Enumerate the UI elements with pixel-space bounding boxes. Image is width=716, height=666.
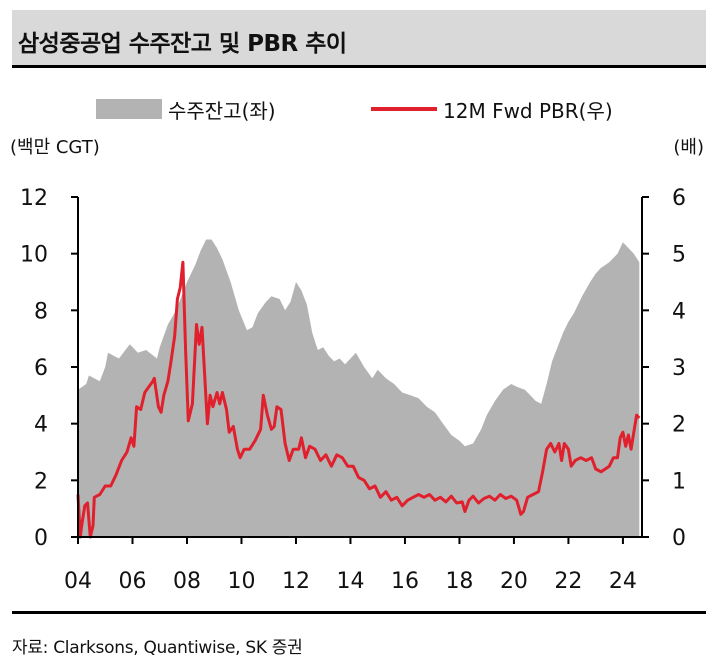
right-tick-label: 1: [672, 469, 686, 494]
legend: 수주잔고(좌) 12M Fwd PBR(우): [0, 94, 716, 124]
x-tick-label: 08: [173, 569, 201, 594]
x-tick-label: 24: [609, 569, 637, 594]
bottom-rule: [12, 611, 706, 614]
x-tick-label: 06: [118, 569, 146, 594]
right-tick-label: 5: [672, 243, 686, 268]
title-bar: 삼성중공업 수주잔고 및 PBR 추이: [12, 10, 706, 68]
source-note: 자료: Clarksons, Quantiwise, SK 증권: [12, 638, 303, 658]
left-tick-label: 2: [34, 469, 48, 494]
right-tick-label: 6: [672, 186, 686, 211]
x-tick-label: 12: [282, 569, 310, 594]
legend-swatch-area: [96, 99, 162, 119]
right-tick-label: 0: [672, 526, 686, 551]
right-tick-label: 2: [672, 413, 686, 438]
right-axis-unit: (배): [673, 137, 704, 158]
legend-label-line: 12M Fwd PBR(우): [443, 99, 613, 123]
x-tick-label: 10: [227, 569, 255, 594]
legend-swatch-line: [371, 107, 437, 111]
series-backlog-area: [78, 239, 640, 537]
left-tick-label: 8: [34, 299, 48, 324]
x-tick-label: 20: [500, 569, 528, 594]
right-tick-label: 4: [672, 299, 686, 324]
x-tick-label: 18: [445, 569, 473, 594]
x-tick-label: 22: [554, 569, 582, 594]
x-tick-label: 16: [391, 569, 419, 594]
left-tick-label: 4: [34, 413, 48, 438]
left-axis-unit: (백만 CGT): [10, 137, 100, 158]
x-tick-label: 14: [336, 569, 364, 594]
legend-label-area: 수주잔고(좌): [168, 99, 276, 123]
left-tick-label: 0: [34, 526, 48, 551]
left-tick-label: 12: [20, 186, 48, 211]
left-tick-label: 6: [34, 356, 48, 381]
right-tick-label: 3: [672, 356, 686, 381]
left-tick-label: 10: [20, 243, 48, 268]
series-pbr-line: [76, 260, 641, 539]
x-tick-label: 04: [64, 569, 92, 594]
chart-title: 삼성중공업 수주잔고 및 PBR 추이: [18, 31, 347, 57]
